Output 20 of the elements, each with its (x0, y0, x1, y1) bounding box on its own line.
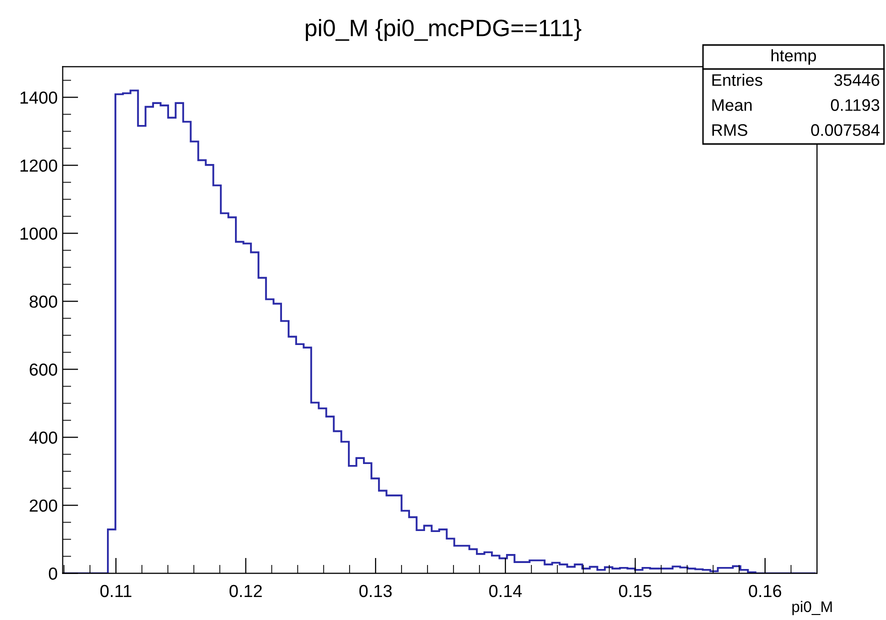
x-tick-label: 0.16 (748, 584, 782, 598)
x-tick-label: 0.12 (230, 584, 262, 598)
y-tick-label: 1000 (20, 227, 58, 240)
y-tick-label: 0 (48, 567, 58, 580)
y-tick-label: 1400 (20, 91, 58, 104)
x-tick-label: 0.14 (489, 584, 522, 598)
x-axis-title: pi0_M (792, 600, 832, 616)
text: htemp (771, 49, 816, 65)
x-tick-label: 0.15 (619, 584, 652, 598)
text: Mean 0.1193 (712, 99, 880, 111)
y-tick-label: 1200 (20, 159, 58, 172)
y-tick-label: 200 (30, 499, 58, 512)
text: RMS 0.007584 (712, 124, 880, 136)
y-tick-label: 600 (30, 363, 58, 376)
x-tick-label: 0.13 (359, 584, 392, 598)
text: Entries 35446 (712, 74, 880, 86)
y-tick-label: 400 (29, 431, 58, 444)
chart-title: pi0_M {pi0_mcPDG==111} (306, 18, 582, 42)
y-tick-label: 800 (30, 295, 58, 308)
x-tick-label: 0.11 (100, 584, 132, 598)
